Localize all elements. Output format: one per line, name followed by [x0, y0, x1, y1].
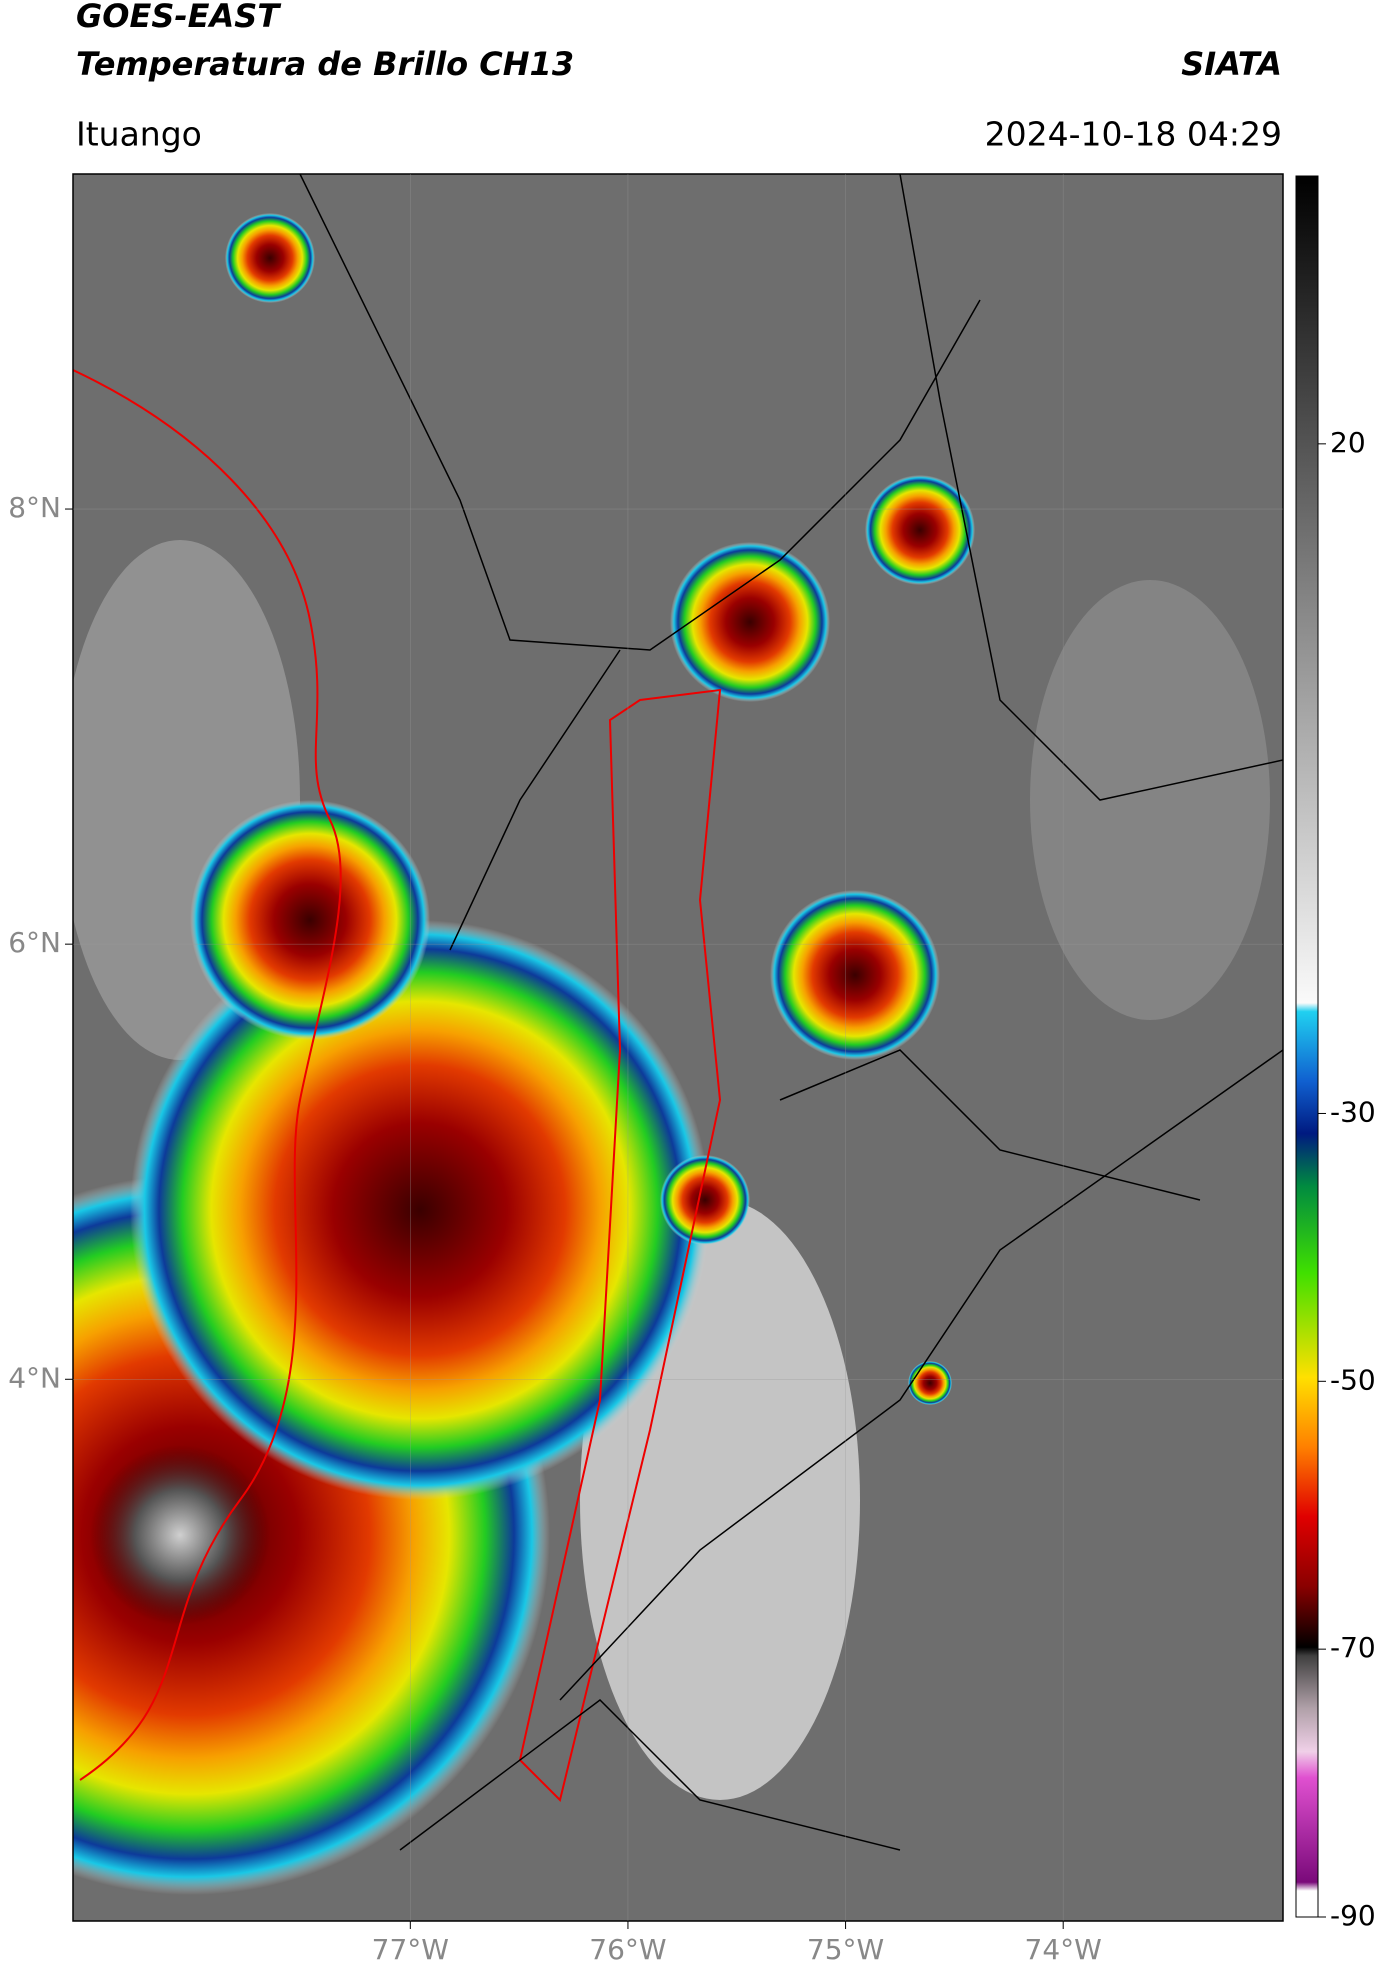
colorbar-label: -90: [1330, 1899, 1376, 1932]
title: GOES-EAST: [76, 0, 281, 35]
colorbar-label: -70: [1330, 1631, 1376, 1664]
colorbar-label: 20: [1330, 426, 1366, 459]
subtitle: Temperatura de Brillo CH13: [76, 45, 574, 83]
source: SIATA: [1181, 45, 1282, 83]
colorbar-label: -30: [1330, 1095, 1376, 1128]
colorbar: [1295, 175, 1319, 1918]
lat-label: 8°N: [8, 491, 61, 524]
lon-label: 77°W: [372, 1933, 449, 1966]
lon-label: 74°W: [1025, 1933, 1102, 1966]
map-frame: [72, 173, 1284, 1922]
datetime: 2024-10-18 04:29: [985, 115, 1282, 154]
lat-label: 6°N: [8, 926, 61, 959]
lon-label: 75°W: [807, 1933, 884, 1966]
map-image: [73, 174, 1283, 1921]
lon-label: 76°W: [589, 1933, 666, 1966]
location: Ituango: [76, 115, 202, 154]
colorbar-label: -50: [1330, 1363, 1376, 1396]
lat-label: 4°N: [8, 1361, 61, 1394]
